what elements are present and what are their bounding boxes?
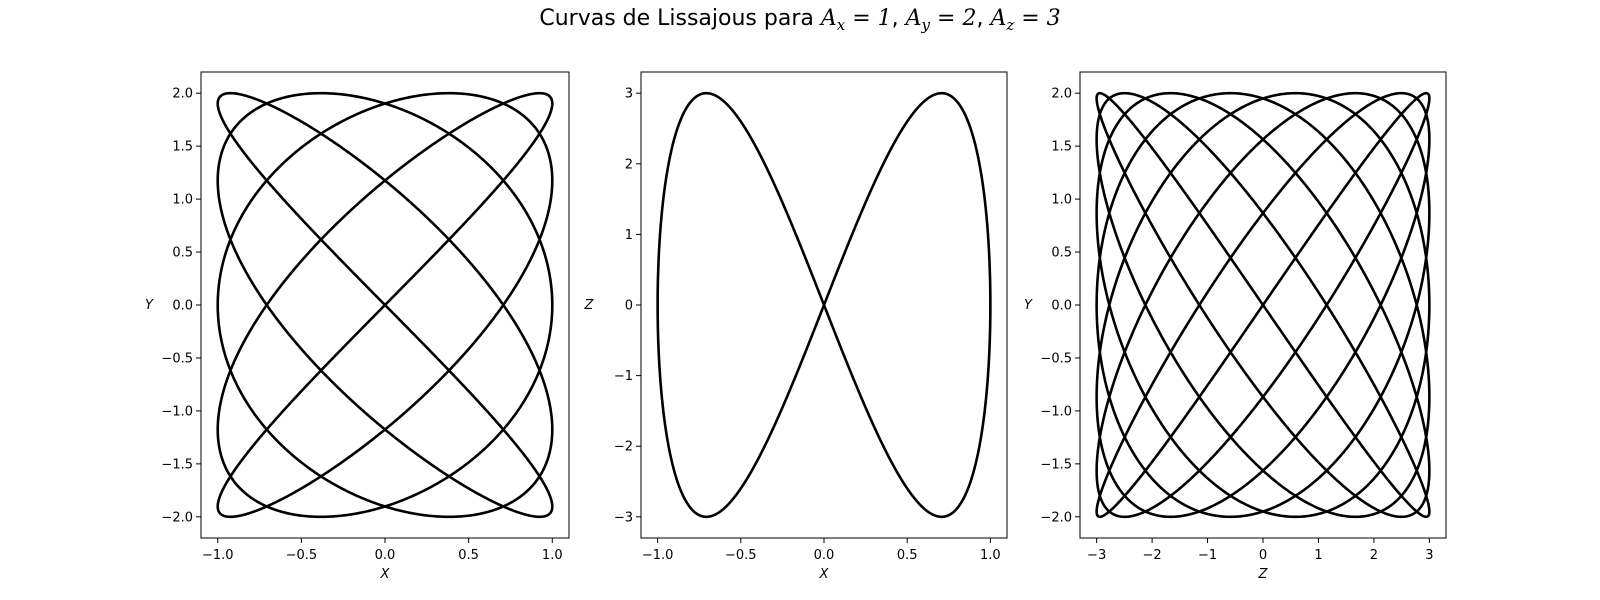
y-tick-label: 2 — [625, 157, 633, 172]
x-tick-label: 0.0 — [375, 548, 396, 563]
x-tick-label: −3 — [1087, 548, 1106, 563]
subplot-3: −3 −2 −1 0 1 2 3 −2.0 −1.5 −1.0 −0.5 0.0 0.5 1.0 1.5 2.… — [1024, 71, 1447, 582]
y-tick-label: −3 — [614, 510, 633, 525]
x-axis-label: X — [380, 567, 391, 582]
x-tick-label: −2 — [1143, 548, 1162, 563]
lissajous-curve — [216, 91, 554, 519]
y-tick-label: −1.0 — [161, 404, 193, 419]
y-tick-label: 3 — [625, 87, 633, 102]
y-tick-label: 0.0 — [1051, 299, 1072, 314]
x-tick-label: 2 — [1370, 548, 1378, 563]
y-tick-label: 1.5 — [172, 140, 193, 155]
y-tick-label: 2.0 — [1051, 87, 1072, 102]
y-axis-label: Y — [1024, 298, 1033, 313]
y-tick-label: −1.5 — [161, 457, 193, 472]
x-tick-label: 3 — [1425, 548, 1433, 563]
chart-title: Curvas de Lissajous para Ax = 1, Ay = 2,… — [539, 6, 1061, 34]
x-axis-label: Z — [1258, 567, 1269, 582]
y-axis-label: Z — [584, 298, 595, 313]
y-tick-label: −1 — [614, 369, 633, 384]
y-tick-label: −1.0 — [1040, 404, 1072, 419]
y-tick-label: −2.0 — [1040, 510, 1072, 525]
title-term-y: Ay = 2 — [905, 6, 977, 34]
y-tick-label: −1.5 — [1040, 457, 1072, 472]
title-term-z: Az = 3 — [990, 6, 1061, 34]
x-tick-label: 1.0 — [542, 548, 563, 563]
y-tick-label: 0.5 — [1051, 246, 1072, 261]
x-axis-label: X — [819, 567, 830, 582]
title-prefix: Curvas de Lissajous para — [539, 6, 821, 31]
x-tick-label: 1.0 — [980, 548, 1001, 563]
x-tick-label: −0.5 — [725, 548, 757, 563]
y-tick-label: 2.0 — [172, 87, 193, 102]
y-tick-label: 0 — [625, 299, 633, 314]
y-tick-label: 1 — [625, 228, 633, 243]
subplot-1: −1.0 −0.5 0.0 0.5 1.0 −2.0 −1.5 −1.0 −0.5 0.0 0.5 1… — [145, 71, 570, 582]
y-tick-label: 0.5 — [172, 246, 193, 261]
y-tick-label: 1.5 — [1051, 140, 1072, 155]
x-tick-label: 0 — [1259, 548, 1267, 563]
y-tick-label: 0.0 — [172, 299, 193, 314]
y-tick-label: 1.0 — [1051, 193, 1072, 208]
y-tick-label: −0.5 — [161, 351, 193, 366]
x-tick-label: 0.5 — [897, 548, 918, 563]
x-tick-label: −1 — [1198, 548, 1217, 563]
y-tick-label: −0.5 — [1040, 351, 1072, 366]
x-tick-label: 0.5 — [458, 548, 479, 563]
lissajous-curve — [656, 91, 992, 519]
x-tick-label: 1 — [1314, 548, 1322, 563]
x-tick-label: −0.5 — [286, 548, 318, 563]
x-tick-label: −1.0 — [202, 548, 234, 563]
subplot-2: −1.0 −0.5 0.0 0.5 1.0 −3 −2 −1 0 1 2 3 X Z — [584, 71, 1008, 582]
y-tick-label: −2.0 — [161, 510, 193, 525]
y-tick-label: −2 — [614, 440, 633, 455]
x-tick-label: −1.0 — [642, 548, 674, 563]
lissajous-curve — [1095, 91, 1431, 519]
x-tick-label: 0.0 — [814, 548, 835, 563]
y-axis-label: Y — [145, 298, 154, 313]
y-tick-label: 1.0 — [172, 193, 193, 208]
title-term-x: Ax = 1 — [820, 6, 892, 34]
